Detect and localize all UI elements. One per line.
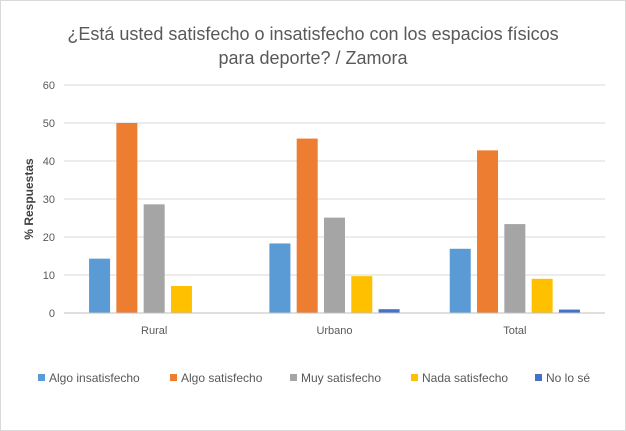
bar-total-4 [558,309,580,313]
legend-label: No lo sé [546,371,590,385]
legend-swatch [290,374,297,381]
bar-urbano-4 [378,309,400,313]
legend-swatch [38,374,45,381]
legend-label: Algo satisfecho [181,371,263,385]
y-tick-label: 40 [43,156,55,168]
bar-urbano-1 [296,138,318,313]
y-tick-label: 0 [49,308,55,320]
y-tick-label: 50 [43,118,55,130]
chart-title: ¿Está usted satisfecho o insatisfecho co… [0,22,626,70]
bar-urbano-0 [269,243,291,313]
legend-label: Muy satisfecho [301,371,381,385]
legend-swatch [411,374,418,381]
y-axis-tick-labels: 0 10 20 30 40 50 60 [43,80,55,320]
y-tick-label: 20 [43,232,55,244]
bar-urbano-2 [324,217,345,313]
legend-label: Nada satisfecho [422,371,508,385]
bar-total-3 [531,278,553,313]
legend-swatch [170,374,177,381]
y-tick-label: 10 [43,270,55,282]
bar-series [89,123,580,313]
bar-total-2 [504,224,526,313]
bar-rural-0 [89,258,111,313]
y-axis-label: % Respuestas [22,158,36,240]
x-tick-label: Urbano [316,325,352,337]
y-tick-label: 60 [43,80,55,92]
bar-total-0 [449,248,471,313]
x-tick-label: Total [503,325,526,337]
chart-title-line-1: ¿Está usted satisfecho o insatisfecho co… [67,24,559,44]
y-tick-label: 30 [43,194,55,206]
x-tick-label: Rural [141,325,167,337]
bar-urbano-3 [351,276,373,313]
bar-rural-3 [170,286,192,313]
bar-rural-2 [143,204,165,313]
legend-label: Algo insatisfecho [49,371,140,385]
bar-total-1 [477,150,499,313]
chart-title-line-2: para deporte? / Zamora [218,48,408,68]
bar-rural-1 [116,123,138,313]
legend: Algo insatisfecho Algo satisfecho Muy sati… [38,371,590,385]
legend-swatch [535,374,542,381]
x-axis-tick-labels: Rural Urbano Total [141,325,526,337]
